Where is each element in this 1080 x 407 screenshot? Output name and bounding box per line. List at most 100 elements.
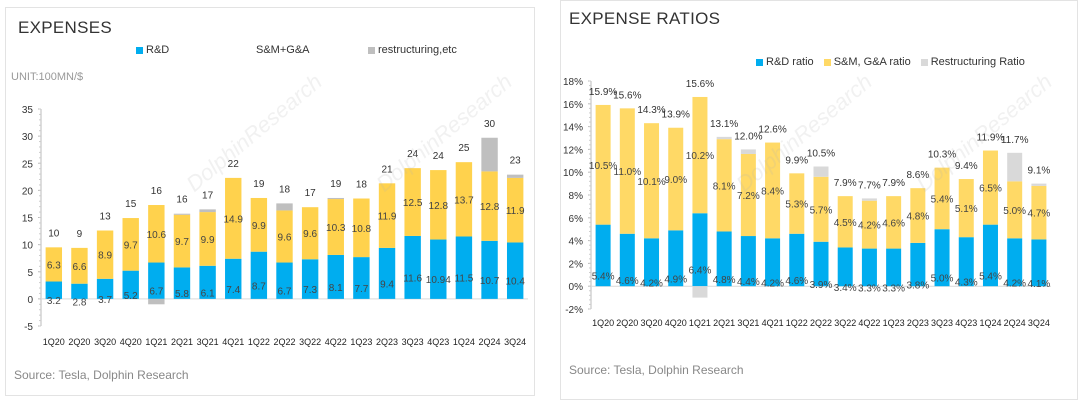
bar-segment-restructuring-ratio xyxy=(813,166,829,177)
data-label: 5.4% xyxy=(979,271,1002,282)
data-label: 7.7 xyxy=(354,284,368,295)
chart-legend: R&D ratio S&M, G&A ratio Restructuring R… xyxy=(756,56,1025,68)
legend-label: restructuring,etc xyxy=(378,44,457,56)
bar-segment-r-d xyxy=(455,236,473,299)
legend-item-sm-ga-ratio: S&M, G&A ratio xyxy=(823,56,911,68)
total-label: 9.9% xyxy=(785,155,808,166)
bar-segment-s-m-g-a xyxy=(45,247,63,282)
bar-segment-r-d-ratio xyxy=(765,238,781,287)
bar-segment-restructuring-etc xyxy=(199,209,216,213)
y-tick-label: 35 xyxy=(22,105,34,116)
total-label: 18 xyxy=(279,184,291,195)
data-label: 5.3% xyxy=(785,200,808,211)
bar-segment-s-m-g-a xyxy=(199,212,216,266)
bar-segment-r-d-ratio xyxy=(716,231,732,287)
x-tick-label: 3Q23 xyxy=(931,318,953,328)
total-label: 23 xyxy=(510,156,522,167)
total-label: 21 xyxy=(381,164,393,175)
total-label: 17 xyxy=(305,188,317,199)
y-tick-label: 20 xyxy=(22,186,34,197)
x-tick-label: 1Q22 xyxy=(248,337,270,347)
data-label: 12.8 xyxy=(480,202,500,213)
x-tick-label: 4Q20 xyxy=(120,337,142,347)
data-label: 10.6 xyxy=(147,230,167,241)
total-label: 11.7% xyxy=(1001,135,1029,146)
bar-segment-s-m-g-a-ratio xyxy=(740,153,756,237)
data-label: 9.4 xyxy=(380,279,394,290)
data-label: 4.2% xyxy=(761,278,784,289)
legend-swatch xyxy=(136,46,143,54)
data-label: 4.2% xyxy=(640,278,663,289)
bar-segment-r-d xyxy=(122,270,139,299)
data-label: 13.7 xyxy=(454,195,474,206)
legend-label: Restructuring Ratio xyxy=(930,56,1025,68)
bar-segment-r-d xyxy=(404,235,421,299)
bar-segment-r-d-ratio xyxy=(644,238,660,287)
bar-segment-r-d-ratio xyxy=(595,224,611,287)
x-tick-label: 3Q20 xyxy=(94,337,116,347)
total-label: 15.6% xyxy=(686,79,714,90)
data-label: 6.1 xyxy=(201,288,215,299)
total-label: 11.9% xyxy=(977,133,1005,144)
bar-segment-s-m-g-a-ratio xyxy=(765,142,781,239)
data-label: 4.6% xyxy=(616,276,639,287)
legend-label: R&D xyxy=(146,44,170,56)
y-tick-label: 16% xyxy=(563,100,583,111)
bar-segment-restructuring-etc xyxy=(506,174,524,178)
x-tick-label: 4Q21 xyxy=(762,318,784,328)
legend-label: S&M+G&A xyxy=(256,44,310,56)
x-tick-label: 2Q23 xyxy=(907,318,929,328)
x-tick-label: 3Q21 xyxy=(197,337,219,347)
data-label: 3.9% xyxy=(810,280,833,291)
bar-segment-r-d xyxy=(506,242,524,299)
bar-segment-restructuring-ratio xyxy=(1031,183,1047,186)
total-label: 9 xyxy=(77,229,83,240)
bar-segment-r-d xyxy=(96,278,114,299)
x-tick-label: 4Q20 xyxy=(665,318,687,328)
bar-segment-restructuring-etc xyxy=(148,298,165,305)
total-label: 13 xyxy=(100,212,112,223)
data-label: 3.3% xyxy=(858,283,881,294)
data-label: 5.7% xyxy=(810,205,833,216)
data-label: 5.2 xyxy=(124,291,138,302)
data-label: 12.5 xyxy=(403,198,423,209)
bar-segment-restructuring-ratio xyxy=(716,136,732,140)
data-label: 5.0% xyxy=(1003,206,1026,217)
expenses-plot: -5 0 5 10 15 20 25 30 35 3.2 6.3 10 1Q20 2.8 6.6 9 2Q20 3… xyxy=(22,105,528,347)
x-tick-label: 2Q23 xyxy=(376,337,398,347)
bar-segment-restructuring-ratio xyxy=(1007,152,1023,182)
chart-title: EXPENSES xyxy=(18,18,113,37)
legend-swatch xyxy=(823,58,831,66)
total-label: 7.7% xyxy=(858,180,881,191)
bar-segment-s-m-g-a xyxy=(122,218,139,271)
legend-label: R&D ratio xyxy=(766,56,814,68)
x-tick-label: 4Q23 xyxy=(427,337,449,347)
total-label: 24 xyxy=(433,151,445,162)
data-label: 8.7 xyxy=(252,281,266,292)
total-label: 16 xyxy=(151,186,163,197)
data-label: 6.6 xyxy=(72,262,86,273)
total-label: 9.1% xyxy=(1027,166,1050,177)
data-label: 3.7 xyxy=(98,295,112,306)
total-label: 13.9% xyxy=(662,110,690,121)
x-tick-label: 1Q23 xyxy=(883,318,905,328)
y-tick-label: -2% xyxy=(565,305,583,316)
total-label: 15 xyxy=(125,199,137,210)
x-tick-label: 3Q21 xyxy=(737,318,759,328)
bar-segment-r-d xyxy=(250,251,268,299)
bar-segment-s-m-g-a xyxy=(148,205,165,263)
legend-label: S&M, G&A ratio xyxy=(833,56,911,68)
chart-legend: R&D S&M+G&A restructuring,etc xyxy=(136,44,457,56)
total-label: 10.3% xyxy=(928,150,956,161)
x-tick-label: 4Q23 xyxy=(955,318,977,328)
data-label: 10.94 xyxy=(426,275,451,286)
data-label: 4.6% xyxy=(785,276,808,287)
x-tick-label: 2Q21 xyxy=(171,337,193,347)
data-label: 9.6 xyxy=(278,232,292,243)
data-label: 4.3% xyxy=(955,278,978,289)
total-label: 9.4% xyxy=(955,161,978,172)
bar-segment-r-d xyxy=(71,283,88,299)
total-label: 30 xyxy=(484,119,496,130)
data-label: 4.2% xyxy=(1003,278,1026,289)
data-label: 7.4 xyxy=(226,285,240,296)
